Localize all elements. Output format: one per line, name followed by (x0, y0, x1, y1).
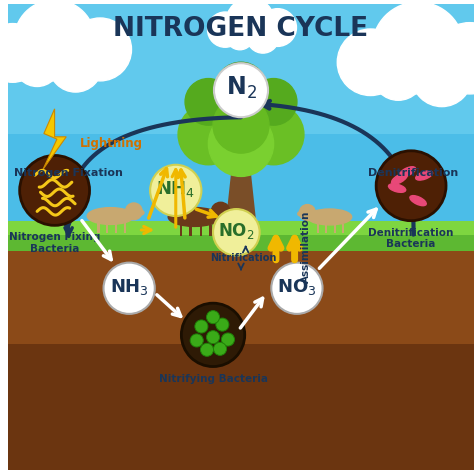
Circle shape (204, 72, 278, 146)
Ellipse shape (308, 209, 352, 225)
Circle shape (376, 151, 446, 221)
Text: Nitrification: Nitrification (210, 253, 276, 263)
Circle shape (195, 320, 208, 333)
Text: Assimilation: Assimilation (301, 210, 311, 283)
Circle shape (226, 22, 254, 50)
Circle shape (372, 2, 464, 94)
Ellipse shape (137, 210, 144, 215)
Polygon shape (180, 225, 182, 236)
Polygon shape (225, 167, 257, 232)
Ellipse shape (168, 208, 220, 227)
Polygon shape (43, 109, 66, 169)
Circle shape (271, 263, 322, 314)
Circle shape (208, 12, 243, 47)
Polygon shape (200, 225, 202, 236)
Text: Nitrifying Bacteria: Nitrifying Bacteria (158, 374, 267, 384)
Circle shape (243, 104, 304, 165)
Circle shape (190, 334, 203, 347)
Polygon shape (8, 4, 474, 251)
Circle shape (215, 62, 267, 113)
Polygon shape (8, 4, 474, 135)
Text: NITROGEN CYCLE: NITROGEN CYCLE (113, 16, 369, 42)
Circle shape (226, 0, 274, 46)
Polygon shape (189, 225, 191, 236)
Circle shape (412, 46, 472, 107)
Polygon shape (8, 242, 474, 470)
Ellipse shape (389, 184, 406, 192)
Circle shape (213, 342, 227, 356)
Circle shape (207, 331, 219, 344)
Circle shape (337, 29, 404, 96)
Circle shape (49, 39, 102, 92)
Polygon shape (317, 224, 319, 233)
Text: NO$_3$: NO$_3$ (277, 277, 317, 297)
Circle shape (213, 97, 269, 153)
Polygon shape (106, 223, 108, 233)
Ellipse shape (416, 171, 433, 180)
Circle shape (216, 318, 229, 331)
Polygon shape (325, 224, 327, 233)
Ellipse shape (399, 167, 416, 177)
Polygon shape (124, 223, 126, 233)
Circle shape (103, 263, 155, 314)
Circle shape (250, 79, 297, 125)
Circle shape (259, 9, 296, 46)
Circle shape (126, 203, 142, 220)
Circle shape (247, 21, 279, 53)
Text: Nitrogen Fixing
Bacteria: Nitrogen Fixing Bacteria (9, 232, 100, 254)
Circle shape (69, 18, 131, 81)
Circle shape (434, 23, 474, 94)
Circle shape (221, 333, 235, 346)
Circle shape (211, 202, 230, 221)
Ellipse shape (410, 196, 426, 206)
Polygon shape (209, 225, 211, 236)
Circle shape (178, 104, 239, 165)
Circle shape (0, 24, 42, 82)
Circle shape (300, 205, 315, 220)
Text: N$_2$: N$_2$ (226, 75, 256, 101)
Circle shape (372, 48, 424, 100)
Circle shape (207, 310, 219, 324)
Text: NO$_2$: NO$_2$ (218, 221, 255, 241)
Circle shape (14, 0, 95, 81)
Circle shape (14, 40, 60, 86)
Polygon shape (334, 224, 336, 233)
Ellipse shape (392, 173, 407, 184)
Circle shape (201, 343, 213, 356)
Polygon shape (8, 230, 474, 251)
Ellipse shape (225, 210, 232, 216)
Circle shape (214, 63, 268, 117)
Text: Denitrification
Bacteria: Denitrification Bacteria (368, 228, 454, 249)
Polygon shape (98, 223, 100, 233)
Polygon shape (8, 221, 474, 235)
Circle shape (213, 209, 260, 255)
Text: NH$_4$: NH$_4$ (156, 179, 195, 199)
Text: Nitrogen Fixation: Nitrogen Fixation (14, 168, 123, 178)
Polygon shape (115, 223, 118, 233)
Circle shape (209, 111, 273, 176)
Circle shape (150, 165, 201, 216)
Ellipse shape (298, 211, 304, 216)
Text: Denitrification: Denitrification (368, 168, 458, 178)
Polygon shape (8, 344, 474, 470)
Circle shape (185, 79, 232, 125)
Circle shape (182, 303, 245, 366)
Text: Lightning: Lightning (80, 137, 143, 150)
Circle shape (19, 155, 90, 225)
Polygon shape (342, 224, 344, 233)
Text: NH$_3$: NH$_3$ (110, 277, 148, 297)
Ellipse shape (87, 208, 134, 224)
